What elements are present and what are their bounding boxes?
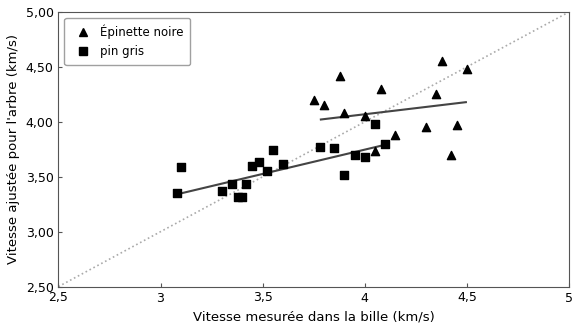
- pin gris: [278, 161, 288, 166]
- pin gris: [380, 141, 390, 147]
- Y-axis label: Vitesse ajustée pour l'arbre (km/s): Vitesse ajustée pour l'arbre (km/s): [7, 34, 20, 264]
- pin gris: [176, 164, 186, 170]
- pin gris: [329, 146, 339, 151]
- pin gris: [360, 154, 369, 160]
- Épinette noire: [360, 114, 369, 119]
- pin gris: [340, 172, 349, 177]
- pin gris: [227, 182, 237, 187]
- Épinette noire: [336, 73, 345, 78]
- pin gris: [315, 145, 324, 150]
- pin gris: [248, 163, 257, 168]
- pin gris: [242, 182, 251, 187]
- Épinette noire: [446, 152, 455, 157]
- Épinette noire: [371, 149, 380, 154]
- Épinette noire: [376, 86, 386, 91]
- Épinette noire: [391, 132, 400, 138]
- pin gris: [371, 121, 380, 127]
- pin gris: [268, 148, 277, 153]
- X-axis label: Vitesse mesurée dans la bille (km/s): Vitesse mesurée dans la bille (km/s): [193, 310, 434, 323]
- Épinette noire: [462, 66, 472, 72]
- Épinette noire: [422, 125, 431, 130]
- Legend: Épinette noire, pin gris: Épinette noire, pin gris: [64, 18, 190, 65]
- pin gris: [350, 152, 359, 157]
- Épinette noire: [438, 59, 447, 64]
- Épinette noire: [452, 122, 461, 128]
- Épinette noire: [309, 97, 318, 103]
- Épinette noire: [432, 92, 441, 97]
- pin gris: [262, 169, 271, 174]
- pin gris: [234, 194, 243, 199]
- Épinette noire: [319, 103, 328, 108]
- pin gris: [172, 191, 182, 196]
- pin gris: [238, 194, 247, 199]
- Épinette noire: [340, 111, 349, 116]
- pin gris: [254, 160, 263, 165]
- pin gris: [217, 188, 226, 194]
